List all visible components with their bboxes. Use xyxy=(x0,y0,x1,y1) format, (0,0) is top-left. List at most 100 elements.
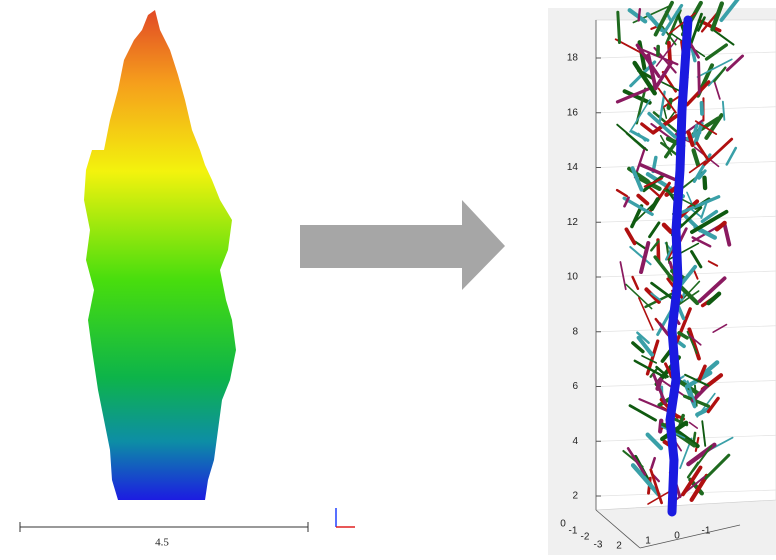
branch xyxy=(650,281,676,302)
branch xyxy=(636,193,650,206)
grid-line xyxy=(597,106,776,114)
branch xyxy=(623,196,630,208)
branch xyxy=(704,113,724,140)
branch xyxy=(633,359,667,379)
branch xyxy=(649,197,660,212)
branch xyxy=(648,186,661,198)
branch xyxy=(686,380,697,405)
branch xyxy=(615,188,629,198)
branch xyxy=(626,447,647,476)
branch xyxy=(639,163,677,182)
branch xyxy=(651,114,679,135)
branch xyxy=(681,465,703,497)
branch xyxy=(702,175,708,191)
branch xyxy=(625,283,653,310)
branch xyxy=(650,240,660,252)
branch xyxy=(679,195,721,215)
branch xyxy=(641,355,658,364)
z-tick-label: 2 xyxy=(572,491,578,502)
branch xyxy=(725,54,744,72)
grid-line xyxy=(597,489,776,497)
branch xyxy=(624,227,637,246)
branch xyxy=(616,10,621,44)
branch xyxy=(649,468,663,505)
branch xyxy=(688,334,702,346)
branch xyxy=(648,221,661,239)
branch xyxy=(629,99,651,133)
z-tick-label: 4 xyxy=(572,436,578,447)
z-tick-label: 16 xyxy=(567,107,579,118)
branch xyxy=(695,406,711,417)
branch xyxy=(645,432,664,451)
branch xyxy=(646,53,658,91)
x-tick-label: -2 xyxy=(581,532,590,543)
z-tick-label: 6 xyxy=(572,381,578,392)
branch xyxy=(691,148,701,168)
branch xyxy=(638,297,654,331)
branch xyxy=(697,16,706,32)
branch xyxy=(667,40,672,65)
branch xyxy=(706,396,720,414)
branch xyxy=(721,100,726,121)
x-tick-label: 0 xyxy=(560,519,566,530)
branch xyxy=(630,166,644,192)
branch xyxy=(688,421,699,429)
branch xyxy=(686,191,693,204)
branch xyxy=(677,331,689,340)
branch xyxy=(701,420,707,447)
branch xyxy=(619,261,627,291)
branch xyxy=(653,0,674,37)
z-tick-label: 14 xyxy=(567,162,579,173)
branch xyxy=(677,290,700,306)
z-tick-label: 8 xyxy=(572,326,578,337)
branch xyxy=(700,209,719,224)
branch xyxy=(647,111,677,139)
branch xyxy=(713,29,735,46)
branch xyxy=(655,365,669,378)
branch xyxy=(710,1,725,32)
z-tick-label: 10 xyxy=(567,272,579,283)
branch xyxy=(653,60,674,91)
branch xyxy=(690,47,697,63)
z-tick-label: 12 xyxy=(567,217,579,228)
branch xyxy=(686,130,695,148)
branch xyxy=(627,8,648,24)
branch xyxy=(690,209,729,234)
branch xyxy=(704,453,731,480)
branch xyxy=(650,456,656,469)
branch xyxy=(630,463,661,497)
branch xyxy=(683,394,711,408)
branch xyxy=(719,0,740,23)
branch xyxy=(690,250,703,269)
branch xyxy=(655,377,663,391)
branch xyxy=(639,241,651,274)
branch xyxy=(637,7,642,22)
branch xyxy=(629,245,652,266)
branch xyxy=(631,275,640,290)
branch xyxy=(706,291,722,306)
branch xyxy=(673,476,706,502)
branch xyxy=(697,169,707,180)
branch xyxy=(697,60,701,95)
branch xyxy=(637,40,647,71)
branch xyxy=(637,132,647,142)
branch xyxy=(691,384,709,403)
branch xyxy=(700,202,708,219)
trunk xyxy=(665,15,693,517)
scale-bar-label: 4.5 xyxy=(155,537,169,549)
branch xyxy=(712,323,728,334)
branch xyxy=(622,89,652,105)
point-cloud xyxy=(84,10,236,500)
branch xyxy=(714,220,727,232)
axis-line xyxy=(595,509,641,549)
branch xyxy=(697,276,727,303)
branch xyxy=(658,322,669,336)
branch xyxy=(657,87,677,114)
grid-line xyxy=(597,325,776,333)
x-tick-label: -1 xyxy=(569,526,578,537)
y-tick-label: 0 xyxy=(674,531,680,542)
branch xyxy=(650,292,662,302)
branch xyxy=(713,80,721,100)
